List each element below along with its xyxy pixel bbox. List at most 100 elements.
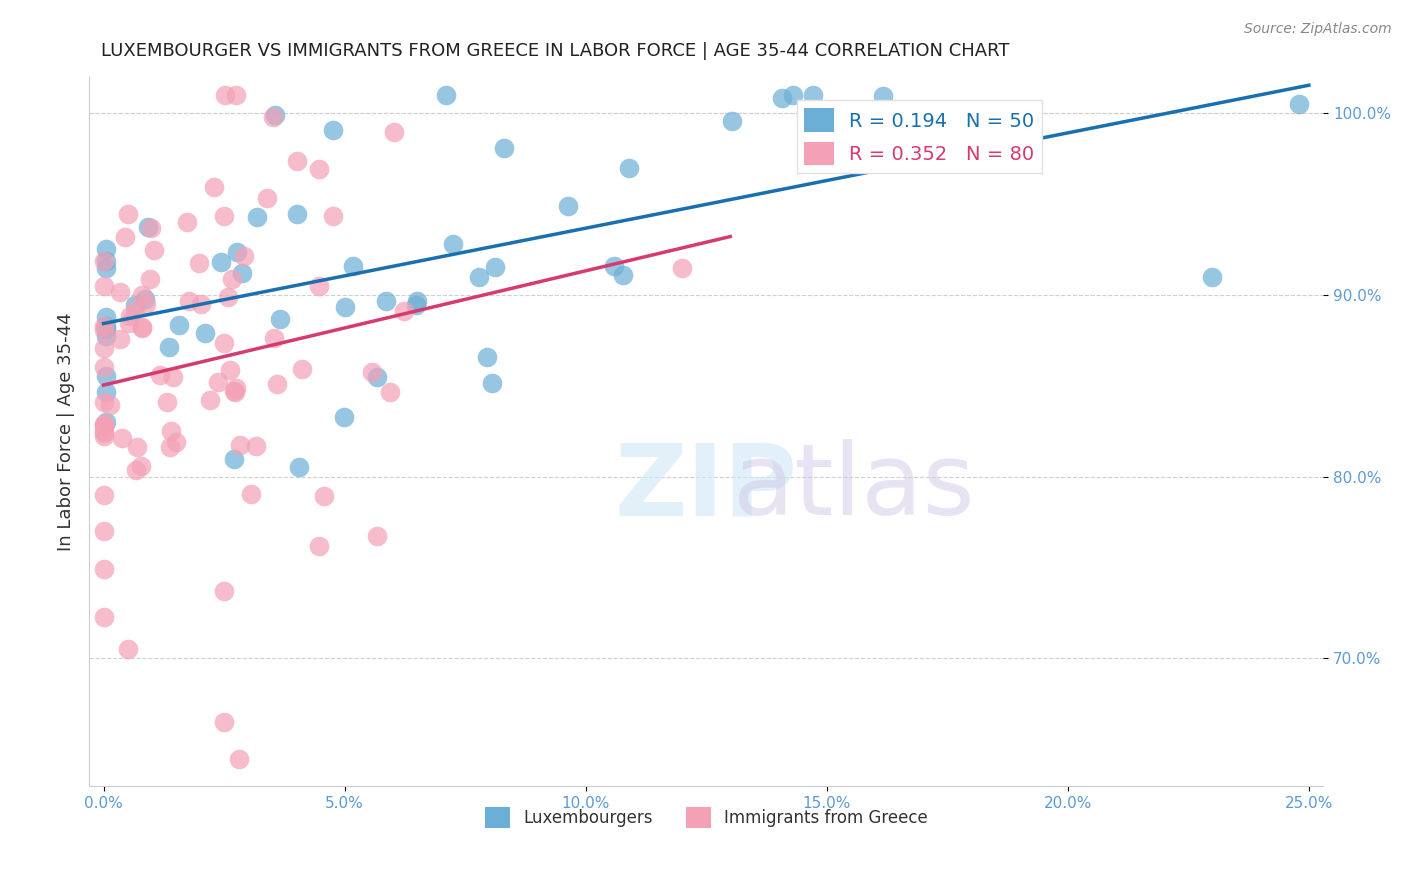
Point: [441, 236, 464, 251]
Point: [94, 415, 117, 429]
Text: LUXEMBOURGER VS IMMIGRANTS FROM GREECE IN LABOR FORCE | AGE 35-44 CORRELATION CH: LUXEMBOURGER VS IMMIGRANTS FROM GREECE I…: [101, 42, 1010, 60]
Point: [264, 108, 287, 122]
Point: [187, 256, 209, 270]
Point: [135, 297, 157, 311]
Point: [612, 268, 634, 283]
Point: [131, 321, 153, 335]
Point: [481, 376, 503, 390]
Point: [929, 141, 952, 155]
Point: [366, 529, 388, 543]
Point: [212, 210, 235, 224]
Point: [434, 87, 457, 102]
Point: [231, 267, 253, 281]
Point: [94, 242, 117, 256]
Point: [160, 425, 183, 439]
Point: [782, 87, 804, 102]
Point: [124, 298, 146, 312]
Point: [93, 429, 115, 443]
Point: [382, 125, 405, 139]
Point: [222, 384, 245, 398]
Point: [93, 424, 115, 438]
Point: [801, 87, 824, 102]
Point: [162, 369, 184, 384]
Point: [93, 562, 115, 576]
Point: [225, 87, 247, 102]
Point: [125, 440, 148, 454]
Point: [110, 285, 132, 300]
Point: [117, 642, 139, 657]
Point: [94, 385, 117, 400]
Point: [224, 384, 246, 399]
Point: [93, 488, 115, 502]
Point: [266, 376, 288, 391]
Point: [392, 304, 415, 318]
Point: [374, 294, 396, 309]
Point: [269, 312, 291, 326]
Point: [492, 141, 515, 155]
Point: [224, 452, 246, 467]
Point: [179, 294, 201, 309]
Point: [308, 539, 330, 553]
Point: [93, 359, 115, 374]
Point: [219, 362, 242, 376]
Point: [557, 199, 579, 213]
Point: [93, 319, 115, 334]
Point: [131, 288, 153, 302]
Point: [872, 89, 894, 103]
Text: ZIP: ZIP: [614, 440, 797, 536]
Point: [108, 332, 131, 346]
Point: [225, 381, 247, 395]
Point: [232, 249, 254, 263]
Point: [1288, 96, 1310, 111]
Point: [94, 318, 117, 333]
Legend: Luxembourgers, Immigrants from Greece: Luxembourgers, Immigrants from Greece: [478, 800, 935, 834]
Point: [217, 290, 239, 304]
Point: [124, 302, 146, 317]
Point: [1201, 269, 1223, 284]
Point: [322, 123, 344, 137]
Point: [405, 298, 427, 312]
Point: [94, 260, 117, 275]
Point: [94, 329, 117, 343]
Point: [134, 292, 156, 306]
Point: [721, 114, 744, 128]
Point: [93, 417, 115, 432]
Point: [93, 426, 115, 441]
Point: [139, 272, 162, 286]
Point: [245, 439, 267, 453]
Point: [406, 293, 429, 308]
Point: [176, 215, 198, 229]
Point: [94, 368, 117, 383]
Point: [226, 244, 249, 259]
Point: [93, 341, 115, 355]
Text: Source: ZipAtlas.com: Source: ZipAtlas.com: [1244, 22, 1392, 37]
Point: [129, 459, 152, 474]
Point: [190, 296, 212, 310]
Point: [110, 431, 132, 445]
Point: [285, 153, 308, 168]
Point: [314, 489, 336, 503]
Point: [212, 336, 235, 351]
Point: [246, 211, 269, 225]
Point: [98, 398, 121, 412]
Point: [93, 254, 115, 268]
Point: [194, 326, 217, 340]
Point: [285, 207, 308, 221]
Point: [198, 392, 221, 407]
Point: [93, 418, 115, 433]
Point: [671, 260, 693, 275]
Point: [770, 90, 793, 104]
Point: [156, 395, 179, 409]
Point: [214, 87, 236, 102]
Point: [229, 438, 252, 452]
Point: [207, 375, 229, 389]
Point: [136, 219, 159, 234]
Point: [361, 365, 384, 379]
Point: [117, 207, 139, 221]
Point: [94, 254, 117, 268]
Point: [378, 385, 401, 400]
Point: [212, 715, 235, 730]
Point: [603, 259, 626, 273]
Point: [94, 310, 117, 324]
Point: [93, 610, 115, 624]
